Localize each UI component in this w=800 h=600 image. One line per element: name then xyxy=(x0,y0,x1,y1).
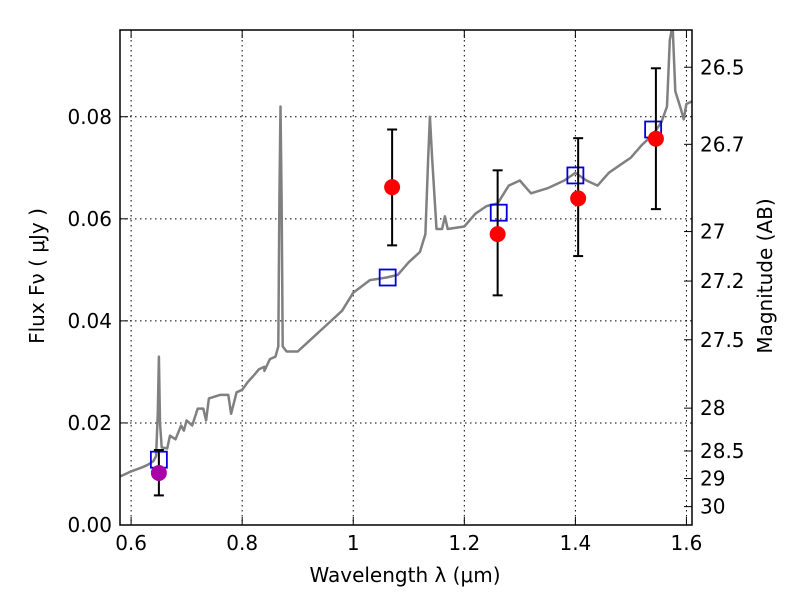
model-photometry-square xyxy=(566,166,585,185)
plot-frame xyxy=(119,29,693,526)
x-tick-labels: 0.6 0.8 1 1.2 1.4 1.6 xyxy=(115,531,702,555)
model-spectrum-line xyxy=(120,30,692,478)
y-tick-label: 0.06 xyxy=(67,207,112,231)
y-tick-label: 0.04 xyxy=(67,309,112,333)
tick-marks xyxy=(120,30,692,526)
right-tick-label: 27.2 xyxy=(700,269,745,293)
x-tick-label: 1 xyxy=(347,531,360,555)
right-tick-labels: 26.5 26.7 27 27.2 27.5 28 28.5 29 30 xyxy=(700,55,745,518)
y-axis-label: Flux Fν ( μJy ) xyxy=(25,208,49,344)
right-tick-label: 27.5 xyxy=(700,328,745,352)
right-tick-label: 30 xyxy=(700,495,725,519)
series-layer xyxy=(120,30,692,497)
right-tick-label: 29 xyxy=(700,467,725,491)
x-tick-label: 1.6 xyxy=(671,531,703,555)
observed-flux-point xyxy=(489,226,506,243)
x-tick-label: 1.2 xyxy=(448,531,480,555)
observed-flux-point xyxy=(647,130,664,147)
right-tick-label: 26.5 xyxy=(700,55,745,79)
x-tick-label: 0.8 xyxy=(226,531,258,555)
observed-flux-point xyxy=(384,179,401,196)
right-tick-label: 27 xyxy=(700,220,725,244)
x-tick-label: 0.6 xyxy=(115,531,147,555)
x-axis-label: Wavelength λ (μm) xyxy=(309,563,500,587)
observed-flux-point xyxy=(570,190,587,207)
right-tick-label: 28 xyxy=(700,396,725,420)
model-photometry-square xyxy=(489,203,508,222)
right-tick-label: 26.7 xyxy=(700,132,745,156)
right-tick-label: 28.5 xyxy=(700,439,745,463)
observed-flux-point xyxy=(150,464,167,481)
y-tick-labels: 0.00 0.02 0.04 0.06 0.08 xyxy=(67,105,112,537)
right-axis-label: Magnitude (AB) xyxy=(753,198,777,353)
y-tick-label: 0.08 xyxy=(67,105,112,129)
y-tick-label: 0.00 xyxy=(67,513,112,537)
model-photometry-square xyxy=(378,268,397,287)
y-tick-label: 0.02 xyxy=(67,411,112,435)
x-tick-label: 1.4 xyxy=(559,531,591,555)
